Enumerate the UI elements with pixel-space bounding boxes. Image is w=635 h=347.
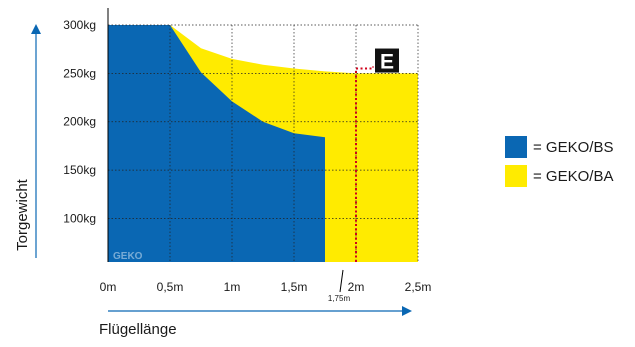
e-marker-box	[375, 48, 399, 73]
x-tick-label-5: 2,5m	[405, 280, 432, 294]
x-tick-label-0: 0m	[100, 280, 117, 294]
area-geko-bs	[108, 25, 325, 262]
watermark: GEKO	[113, 251, 143, 262]
x-marker-label: 1,75m	[328, 294, 351, 303]
x-tick-label-3: 1,5m	[281, 280, 308, 294]
y-tick-label-4: 300kg	[63, 18, 96, 32]
legend-item-bs: = GEKO/BS	[505, 136, 613, 158]
y-tick-label-2: 200kg	[63, 115, 96, 129]
legend-label-bs: = GEKO/BS	[533, 138, 614, 156]
x-tick-label-2: 1m	[224, 280, 241, 294]
x-axis-title: Flügellänge	[99, 321, 177, 338]
y-axis-arrowhead	[31, 24, 41, 34]
legend: = GEKO/BS = GEKO/BA	[505, 136, 613, 194]
y-axis-title: Torgewicht	[14, 178, 31, 251]
legend-item-ba: = GEKO/BA	[505, 165, 613, 187]
y-tick-label-3: 250kg	[63, 66, 96, 80]
y-tick-label-1: 150kg	[63, 163, 96, 177]
x-marker-tick	[339, 269, 344, 293]
x-tick-label-4: 2m	[348, 280, 365, 294]
legend-label-ba: = GEKO/BA	[533, 167, 614, 185]
x-tick-label-1: 0,5m	[157, 280, 184, 294]
e-marker-label: E	[380, 51, 394, 74]
legend-swatch-ba	[505, 165, 527, 187]
y-tick-label-0: 100kg	[63, 211, 96, 225]
x-axis-arrowhead	[402, 306, 412, 316]
legend-swatch-bs	[505, 136, 527, 158]
